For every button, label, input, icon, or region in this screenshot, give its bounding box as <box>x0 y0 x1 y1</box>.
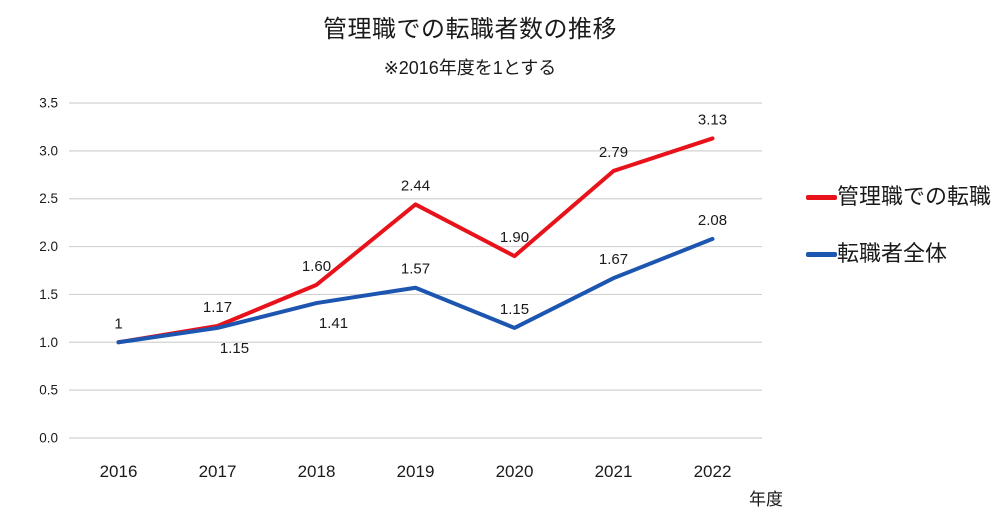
data-label: 2.08 <box>698 212 727 229</box>
x-tick-label: 2019 <box>397 462 435 481</box>
y-tick-label: 1.5 <box>39 287 58 302</box>
data-label: 1.15 <box>220 340 249 357</box>
chart-title: 管理職での転職者数の推移 <box>323 16 617 43</box>
y-tick-label: 3.5 <box>39 96 58 111</box>
line-overall <box>116 236 715 345</box>
data-label: 1.60 <box>302 258 331 275</box>
data-label: 2.44 <box>401 177 430 194</box>
x-tick-label: 2022 <box>694 462 732 481</box>
chart-subtitle: ※2016年度を1とする <box>383 58 557 78</box>
data-label: 2.79 <box>599 144 628 161</box>
data-label: 3.13 <box>698 111 727 128</box>
x-tick-label: 2017 <box>199 462 237 481</box>
x-tick-label: 2018 <box>298 462 336 481</box>
legend-label-overall: 転職者全体 <box>837 241 948 266</box>
y-tick-label: 2.5 <box>39 191 58 206</box>
data-label: 1.15 <box>500 301 529 318</box>
data-label: 1.17 <box>203 299 232 316</box>
data-label: 1.67 <box>599 251 628 268</box>
x-axis-title: 年度 <box>749 490 783 509</box>
y-tick-label: 0.0 <box>39 431 58 446</box>
data-label: 1.41 <box>319 315 348 332</box>
x-tick-label: 2021 <box>595 462 633 481</box>
y-tick-label: 2.0 <box>39 239 58 254</box>
blue-line-swatch-icon <box>806 251 837 257</box>
data-label: 1 <box>114 315 122 332</box>
legend: 管理職での転職 転職者全体 <box>806 185 991 266</box>
red-line-swatch-icon <box>806 194 837 200</box>
data-label: 1.90 <box>500 229 529 246</box>
legend-label-managerial: 管理職での転職 <box>837 184 992 209</box>
y-tick-label: 0.5 <box>39 383 58 398</box>
y-tick-label: 1.0 <box>39 335 58 350</box>
x-tick-label: 2016 <box>100 462 138 481</box>
legend-item-overall: 転職者全体 <box>806 242 991 266</box>
y-tick-label: 3.0 <box>39 143 58 158</box>
legend-item-managerial: 管理職での転職 <box>806 185 991 209</box>
x-tick-label: 2020 <box>496 462 534 481</box>
data-label: 1.57 <box>401 261 430 278</box>
